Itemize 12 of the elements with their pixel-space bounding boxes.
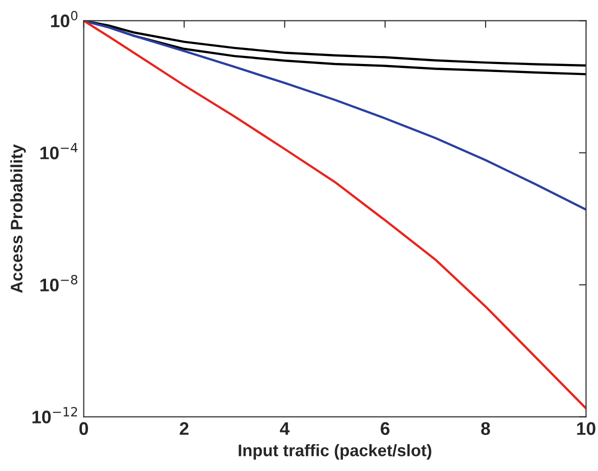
x-tick-label: 6 <box>380 422 390 435</box>
y-axis-title: Access Probability <box>10 144 26 293</box>
y-tick-label: 10$^{−4}$ <box>40 143 78 160</box>
x-tick-label: 4 <box>280 422 290 435</box>
y-tick-label: 10$^{−8}$ <box>40 274 78 292</box>
x-tick-label: 2 <box>180 422 188 435</box>
x-tick-label: 8 <box>481 422 490 435</box>
y-tick-label: 10$^{−12}$ <box>32 406 78 424</box>
x-axis-title: Input traffic (packet/slot) <box>238 444 432 460</box>
y-tick-label: 10$^{0}$ <box>51 10 78 28</box>
x-tick-label: 0 <box>79 422 88 435</box>
x-tick-label: 10 <box>577 422 596 435</box>
